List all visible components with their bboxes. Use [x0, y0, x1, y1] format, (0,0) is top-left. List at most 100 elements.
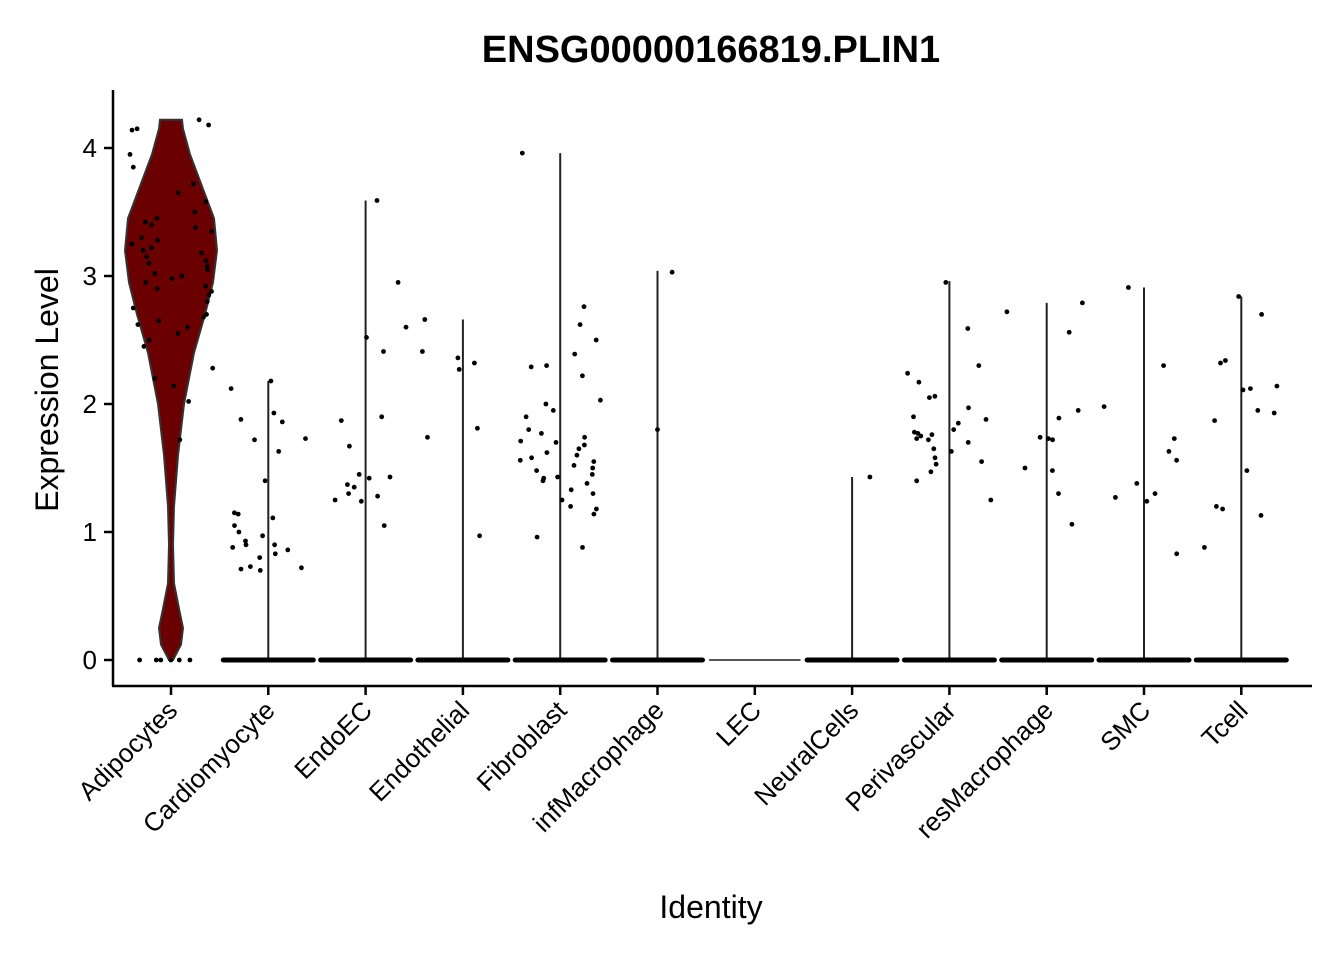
data-point-fibroblast — [580, 373, 585, 379]
data-point-fibroblast — [571, 463, 577, 468]
data-point-cardiomyocyte — [260, 533, 265, 539]
data-point-endoec — [358, 498, 364, 504]
data-point-smc — [1113, 495, 1118, 500]
data-point-adipocytes — [130, 164, 136, 170]
data-point-infmacrophage — [655, 427, 660, 432]
data-point-fibroblast — [523, 414, 529, 420]
data-point-endothelial — [422, 317, 428, 322]
data-point-cardiomyocyte — [299, 565, 304, 571]
data-point-adipocytes — [209, 228, 215, 234]
data-point-adipocytes — [130, 305, 136, 311]
data-point-adipocytes — [205, 267, 211, 272]
data-point-fibroblast — [534, 534, 540, 540]
data-point-tcell — [1214, 504, 1219, 509]
data-point-adipocytes — [137, 657, 143, 663]
data-point-adipocytes — [144, 254, 150, 260]
data-point-cardiomyocyte — [257, 568, 263, 573]
data-point-tcell — [1218, 360, 1223, 366]
x-tick-label-tcell: Tcell — [1196, 695, 1254, 753]
data-point-resmacrophage — [1037, 434, 1043, 440]
data-point-smc — [1144, 498, 1150, 504]
data-point-infmacrophage — [669, 269, 675, 275]
data-point-smc — [1134, 481, 1140, 486]
data-point-adipocytes — [155, 237, 160, 243]
data-point-fibroblast — [582, 442, 587, 448]
data-point-resmacrophage — [1046, 436, 1051, 441]
data-point-resmacrophage — [1050, 468, 1055, 473]
y-tick-label: 2 — [83, 389, 97, 419]
data-point-adipocytes — [203, 283, 208, 289]
data-point-fibroblast — [580, 545, 585, 550]
data-point-cardiomyocyte — [235, 511, 241, 517]
x-tick-label-lec: LEC — [710, 695, 767, 752]
data-point-adipocytes — [141, 344, 147, 349]
data-point-fibroblast — [559, 497, 565, 503]
data-point-fibroblast — [526, 427, 532, 432]
data-point-adipocytes — [201, 314, 206, 320]
data-point-endoec — [346, 491, 351, 496]
data-point-endoec — [364, 335, 369, 340]
data-point-fibroblast — [590, 491, 596, 496]
x-tick-label-smc: SMC — [1094, 695, 1156, 757]
data-point-adipocytes — [206, 122, 212, 128]
stem-layer — [267, 153, 1243, 660]
data-point-perivascular — [965, 326, 971, 331]
data-point-adipocytes — [177, 437, 183, 443]
data-point-adipocytes — [143, 280, 149, 285]
data-point-smc — [1166, 449, 1172, 454]
data-point-adipocytes — [129, 241, 135, 247]
data-point-adipocytes — [196, 117, 202, 123]
data-point-adipocytes — [158, 657, 164, 663]
data-point-endothelial — [455, 355, 461, 361]
data-point-perivascular — [914, 478, 920, 484]
data-point-cardiomyocyte — [271, 410, 277, 416]
data-point-fibroblast — [598, 397, 603, 403]
data-point-perivascular — [929, 432, 935, 438]
data-point-adipocytes — [143, 219, 148, 225]
data-point-perivascular — [983, 417, 989, 422]
data-point-resmacrophage — [1056, 491, 1061, 496]
violin-adipocytes — [123, 118, 219, 661]
data-point-smc — [1174, 457, 1179, 463]
data-point-fibroblast — [568, 487, 574, 493]
data-point-cardiomyocyte — [236, 529, 242, 535]
data-point-tcell — [1212, 418, 1217, 423]
data-point-cardiomyocyte — [230, 545, 236, 550]
data-point-adipocytes — [186, 399, 192, 404]
data-point-fibroblast — [543, 401, 549, 407]
data-point-adipocytes — [171, 383, 177, 389]
data-point-resmacrophage — [1022, 465, 1028, 471]
data-point-smc — [1171, 436, 1177, 441]
data-point-fibroblast — [539, 431, 544, 436]
data-point-fibroblast — [529, 455, 534, 461]
point-layer — [127, 117, 1280, 663]
data-point-fibroblast — [591, 511, 597, 517]
data-point-cardiomyocyte — [272, 542, 277, 548]
data-point-endoec — [403, 324, 409, 330]
data-point-endoec — [332, 497, 338, 503]
data-point-adipocytes — [154, 216, 160, 221]
data-point-tcell — [1244, 468, 1250, 473]
data-point-fibroblast — [582, 434, 587, 440]
data-point-adipocytes — [206, 292, 212, 298]
data-point-fibroblast — [544, 363, 549, 368]
data-point-adipocytes — [152, 376, 158, 381]
data-point-perivascular — [926, 437, 931, 443]
data-point-cardiomyocyte — [272, 551, 278, 557]
data-point-tcell — [1202, 545, 1207, 550]
data-point-endoec — [366, 475, 372, 481]
x-tick-label-endoec: EndoEC — [288, 695, 378, 785]
data-point-perivascular — [927, 395, 932, 400]
data-point-fibroblast — [589, 472, 595, 477]
data-point-fibroblast — [544, 450, 550, 455]
data-point-fibroblast — [593, 337, 599, 343]
data-point-perivascular — [966, 405, 971, 411]
data-point-cardiomyocyte — [303, 436, 308, 441]
data-point-adipocytes — [179, 273, 185, 279]
y-axis-title: Expression Level — [29, 268, 65, 512]
data-point-adipocytes — [149, 222, 154, 228]
data-point-adipocytes — [139, 235, 144, 241]
data-point-tcell — [1274, 383, 1280, 389]
